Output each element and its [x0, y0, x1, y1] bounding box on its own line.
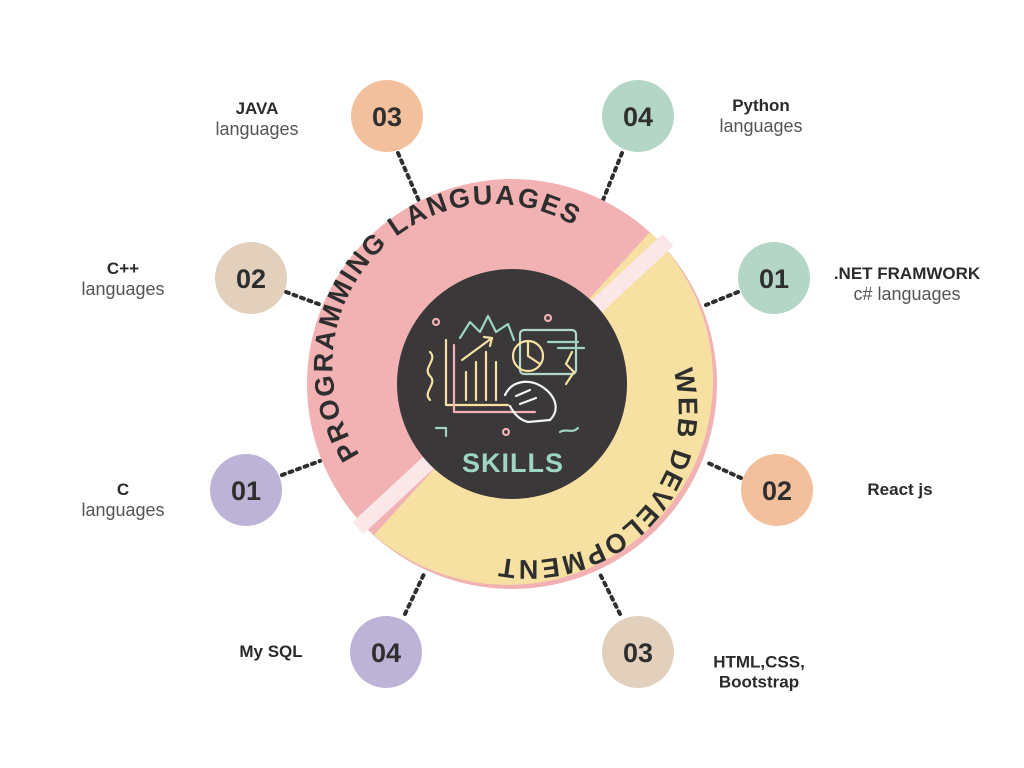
badge-python: [602, 80, 674, 152]
center-skills-label: SKILLS: [462, 448, 564, 478]
label-cpp-subtitle: languages: [81, 278, 165, 299]
label-cpp: C++ languages: [81, 259, 164, 299]
connector-mysql: [403, 572, 426, 616]
badge-number-dotnet: 01: [759, 264, 789, 294]
connector-java: [396, 151, 421, 203]
label-dotnet: .NET FRAMWORK c# languages: [834, 264, 980, 304]
badge-cpp: [215, 242, 287, 314]
connector-html-css: [598, 572, 622, 616]
label-dotnet-title: .NET FRAMWORK: [833, 263, 981, 283]
connectors: [280, 151, 743, 616]
label-java: JAVA languages: [215, 99, 298, 139]
label-dotnet-subtitle: c# languages: [853, 283, 961, 304]
label-c-title: C: [116, 479, 130, 499]
badge-number-python: 04: [623, 102, 653, 132]
label-mysql: My SQL: [239, 642, 302, 662]
badge-c: [210, 454, 282, 526]
connector-python: [601, 151, 624, 202]
connector-c: [280, 459, 322, 477]
badge-number-html-css: 03: [623, 638, 653, 668]
item-reactjs[interactable]: 02: [741, 454, 813, 526]
badge-number-cpp: 02: [236, 264, 266, 294]
item-cpp[interactable]: 02: [215, 242, 287, 314]
badge-number-reactjs: 02: [762, 476, 792, 506]
badge-number-java: 03: [372, 102, 402, 132]
item-java[interactable]: 03: [351, 80, 423, 152]
label-reactjs: React js: [867, 480, 932, 500]
label-c: C languages: [81, 480, 164, 520]
label-html-css-line2: Bootstrap: [718, 672, 800, 691]
label-mysql-title: My SQL: [239, 642, 303, 662]
label-reactjs-title: React js: [867, 480, 933, 500]
item-dotnet[interactable]: 01: [738, 242, 810, 314]
label-java-title: JAVA: [235, 98, 279, 118]
label-html-css-line1: HTML,CSS,: [713, 652, 805, 672]
label-cpp-title: C++: [106, 258, 140, 278]
badge-html-css: [602, 616, 674, 688]
label-html-css: HTML,CSS, Bootstrap: [713, 652, 805, 691]
item-c[interactable]: 01: [210, 454, 282, 526]
connector-cpp: [284, 290, 323, 307]
badge-dotnet: [738, 242, 810, 314]
badge-mysql: [350, 616, 422, 688]
connector-dotnet: [704, 290, 740, 307]
item-html-css[interactable]: 03: [602, 616, 674, 688]
label-python-title: Python: [732, 95, 790, 115]
label-python-subtitle: languages: [719, 115, 803, 136]
skills-illustration-icon: [426, 313, 586, 438]
connector-reactjs: [704, 460, 743, 480]
center-disk: [397, 269, 627, 499]
item-mysql[interactable]: 04: [350, 616, 422, 688]
label-java-subtitle: languages: [215, 118, 299, 139]
badge-number-c: 01: [231, 476, 261, 506]
badge-java: [351, 80, 423, 152]
badge-reactjs: [741, 454, 813, 526]
item-python[interactable]: 04: [602, 80, 674, 152]
label-python: Python languages: [719, 96, 802, 136]
label-c-subtitle: languages: [81, 499, 165, 520]
badge-number-mysql: 04: [371, 638, 401, 668]
